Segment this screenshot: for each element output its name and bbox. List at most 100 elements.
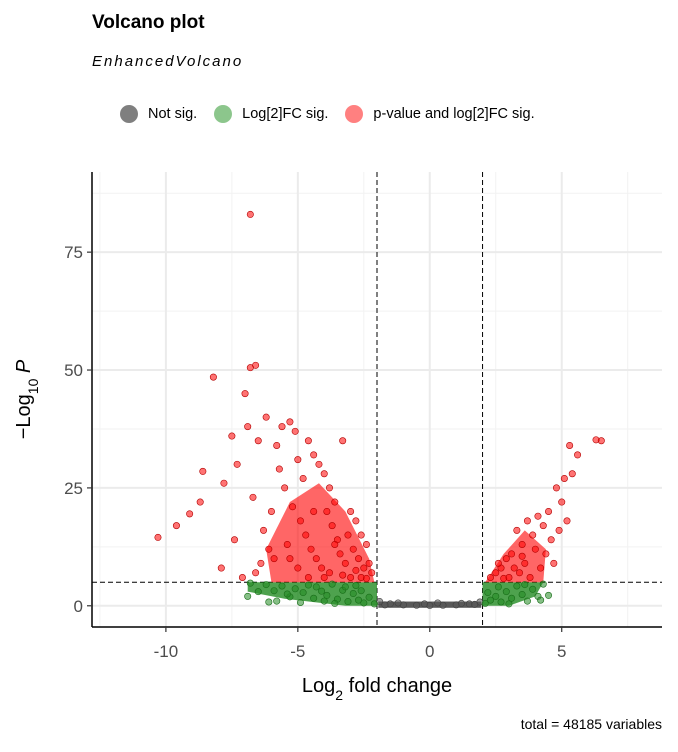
data-point	[249, 493, 257, 501]
y-axis-title: −Log10 P	[13, 359, 41, 439]
data-point	[291, 427, 299, 435]
data-point	[497, 598, 505, 606]
data-point	[238, 573, 246, 581]
data-point	[270, 555, 278, 563]
data-point	[534, 512, 542, 520]
data-point	[500, 574, 508, 582]
data-point	[539, 522, 547, 530]
data-point	[283, 590, 291, 598]
data-point	[537, 564, 545, 572]
data-point	[521, 581, 529, 589]
y-tick-label: 25	[64, 479, 83, 498]
legend: Not sig. Log[2]FC sig. p-value and log[2…	[120, 105, 552, 123]
data-point	[529, 585, 537, 593]
data-point	[228, 432, 236, 440]
data-point	[347, 507, 355, 515]
data-point	[273, 597, 281, 605]
y-tick-label: 75	[64, 243, 83, 262]
data-point	[320, 597, 328, 605]
data-point	[304, 573, 312, 581]
data-point	[278, 582, 286, 590]
data-point	[339, 571, 347, 579]
data-point	[331, 540, 339, 548]
data-point	[318, 587, 326, 595]
data-point	[325, 484, 333, 492]
data-point	[484, 589, 492, 597]
data-point	[547, 536, 555, 544]
data-point	[434, 599, 442, 607]
data-point	[365, 559, 373, 567]
data-point	[357, 531, 365, 539]
data-point	[315, 460, 323, 468]
chart-subtitle: EnhancedVolcano	[92, 53, 244, 70]
legend-label-pvalue-and-log2fc-sig: p-value and log[2]FC sig.	[373, 106, 535, 122]
data-point	[262, 581, 270, 589]
legend-item-not-sig: Not sig.	[120, 105, 197, 123]
data-point	[339, 437, 347, 445]
legend-label-log2fc-sig: Log[2]FC sig.	[242, 106, 329, 122]
data-point	[296, 517, 304, 525]
data-point	[241, 390, 249, 398]
data-point	[537, 596, 545, 604]
x-tick-label: 0	[425, 642, 434, 661]
data-point	[312, 555, 320, 563]
data-point	[352, 517, 360, 525]
x-tick-label: -10	[154, 642, 179, 661]
data-point	[494, 583, 502, 591]
data-point	[481, 599, 489, 607]
data-point	[273, 441, 281, 449]
chart-title: Volcano plot	[92, 12, 205, 33]
data-point	[526, 573, 534, 581]
data-point	[320, 470, 328, 478]
data-point	[531, 545, 539, 553]
data-point	[558, 498, 566, 506]
data-point	[286, 418, 294, 426]
data-point	[539, 580, 547, 588]
data-point	[323, 507, 331, 515]
data-point	[394, 599, 402, 607]
data-point	[523, 517, 531, 525]
y-tick-label: 0	[74, 597, 83, 616]
data-point	[244, 423, 252, 431]
data-point	[555, 526, 563, 534]
data-point	[355, 555, 363, 563]
data-point	[545, 591, 553, 599]
data-point	[510, 564, 518, 572]
data-point	[196, 498, 204, 506]
data-point	[283, 540, 291, 548]
data-point	[299, 474, 307, 482]
data-point	[352, 566, 360, 574]
data-point	[307, 545, 315, 553]
cutoff-lines	[92, 172, 662, 627]
data-point	[289, 503, 297, 511]
data-point	[492, 569, 500, 577]
data-point	[529, 531, 537, 539]
data-point	[312, 583, 320, 591]
data-points	[154, 210, 605, 610]
data-point	[592, 436, 600, 444]
data-point	[360, 599, 368, 607]
x-axis-title: Log2 fold change	[302, 675, 452, 703]
data-point	[515, 569, 523, 577]
data-point	[566, 441, 574, 449]
data-point	[270, 587, 278, 595]
data-point	[360, 564, 368, 572]
data-point	[275, 465, 283, 473]
data-point	[344, 531, 352, 539]
data-point	[420, 600, 428, 608]
data-point	[518, 540, 526, 548]
data-point	[254, 588, 262, 596]
data-point	[349, 590, 357, 598]
data-point	[341, 583, 349, 591]
data-point	[257, 559, 265, 567]
data-point	[560, 474, 568, 482]
data-point	[523, 597, 531, 605]
data-point	[563, 517, 571, 525]
data-point	[331, 599, 339, 607]
data-point	[299, 589, 307, 597]
data-point	[513, 526, 521, 534]
data-point	[365, 593, 373, 601]
data-point	[186, 510, 194, 518]
